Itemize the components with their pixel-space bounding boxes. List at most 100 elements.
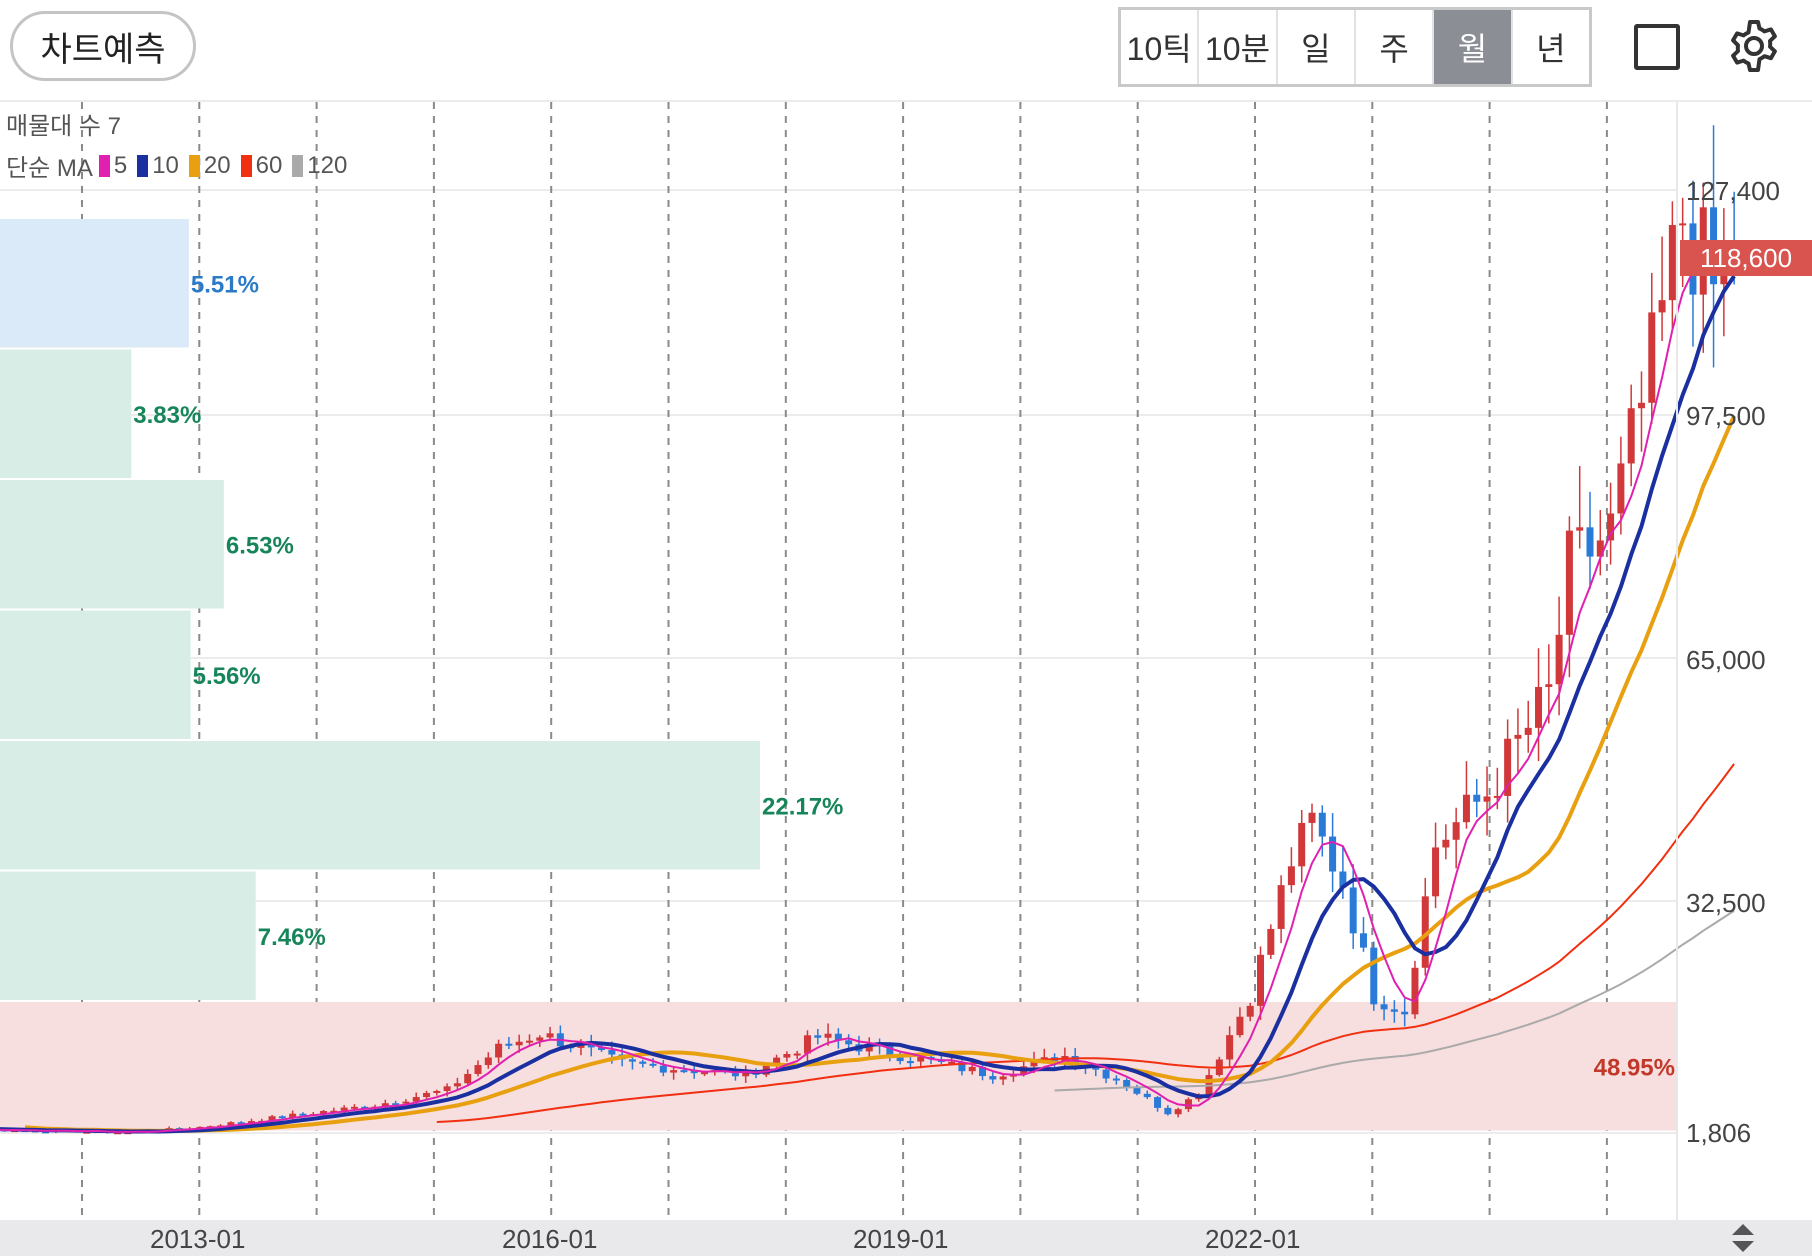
candle-body bbox=[1617, 463, 1625, 514]
ma20-swatch bbox=[188, 154, 200, 177]
candle-body bbox=[443, 1086, 451, 1092]
candle-body bbox=[1535, 686, 1543, 728]
candle-body bbox=[1380, 1004, 1388, 1010]
candle-body bbox=[1154, 1097, 1162, 1108]
volume-profile-band bbox=[0, 871, 256, 1000]
candle-body bbox=[237, 1122, 245, 1125]
volume-profile-label: 5.56% bbox=[193, 663, 261, 690]
y-tick-label: 32,500 bbox=[1686, 888, 1766, 918]
square-icon[interactable] bbox=[1634, 24, 1680, 70]
volume-profile-band bbox=[0, 349, 132, 478]
candle-body bbox=[659, 1065, 667, 1073]
volume-profile-label: 22.17% bbox=[762, 793, 843, 820]
candle-body bbox=[896, 1055, 904, 1062]
candle-body bbox=[392, 1103, 400, 1106]
candle-body bbox=[1596, 540, 1604, 557]
candle-body bbox=[1257, 954, 1265, 1006]
header-divider bbox=[0, 100, 1812, 102]
candle-body bbox=[608, 1050, 616, 1055]
candle-body bbox=[1679, 223, 1687, 226]
tab-month[interactable]: 월 bbox=[1434, 10, 1513, 84]
candle-body bbox=[906, 1061, 914, 1064]
candle-body bbox=[1339, 871, 1347, 888]
candle-body bbox=[1504, 738, 1512, 796]
candle-body bbox=[1473, 794, 1481, 802]
candle-body bbox=[793, 1053, 801, 1056]
gear-icon[interactable] bbox=[1726, 18, 1782, 74]
candle-body bbox=[989, 1076, 997, 1080]
candle-body bbox=[464, 1073, 472, 1084]
candle-body bbox=[1637, 402, 1645, 409]
candle-body bbox=[999, 1076, 1007, 1080]
y-tick-label: 1,806 bbox=[1686, 1118, 1752, 1148]
ma20-line bbox=[24, 415, 1736, 1133]
candle-body bbox=[701, 1072, 709, 1075]
interval-tabs: 10틱 10분 일 주 월 년 bbox=[1118, 7, 1592, 87]
current-price-tag: 118,600 bbox=[1680, 240, 1812, 276]
candle-body bbox=[824, 1033, 832, 1038]
candle-body bbox=[968, 1066, 976, 1072]
tab-day[interactable]: 일 bbox=[1278, 10, 1356, 84]
ma5-line bbox=[0, 245, 1735, 1133]
ma20-label: 20 bbox=[203, 151, 231, 179]
candle-body bbox=[1607, 513, 1615, 541]
candle-body bbox=[1627, 408, 1635, 464]
candle-body bbox=[1236, 1016, 1244, 1036]
volume-profile-band bbox=[0, 741, 760, 870]
volume-profile-label: 48.95% bbox=[1594, 1054, 1675, 1081]
candle-body bbox=[412, 1097, 420, 1102]
y-tick-label: 127,400 bbox=[1686, 176, 1780, 206]
candle-body bbox=[680, 1070, 688, 1073]
candle-body bbox=[865, 1044, 873, 1052]
volume-profile-band bbox=[0, 1002, 1676, 1131]
candle-body bbox=[773, 1057, 781, 1066]
ma60-swatch bbox=[240, 154, 252, 177]
candle-body bbox=[1586, 527, 1594, 557]
scroll-arrows-icon[interactable] bbox=[1730, 1222, 1756, 1254]
candle-body bbox=[1452, 822, 1460, 840]
ma10-label: 10 bbox=[152, 151, 179, 179]
x-tick-label: 2013-01 bbox=[150, 1224, 246, 1254]
candle-body bbox=[1668, 225, 1676, 301]
chart-forecast-button[interactable]: 차트예측 bbox=[10, 11, 196, 81]
candle-body bbox=[783, 1054, 791, 1058]
candle-body bbox=[505, 1043, 513, 1046]
tab-10-tick[interactable]: 10틱 bbox=[1121, 10, 1200, 84]
candle-body bbox=[278, 1116, 286, 1119]
x-tick-label: 2016-01 bbox=[502, 1224, 598, 1254]
candle-body bbox=[1483, 796, 1491, 802]
candle-body bbox=[1432, 847, 1440, 897]
volume-profile-label: 5.51% bbox=[191, 271, 259, 298]
candle-body bbox=[1133, 1087, 1141, 1094]
candle-body bbox=[639, 1061, 647, 1064]
candle-body bbox=[628, 1059, 636, 1062]
x-axis-bar[interactable] bbox=[0, 1220, 1812, 1256]
ma-legend: 단순 MA 5 10 20 60 120 bbox=[6, 148, 351, 183]
tab-10-minute[interactable]: 10분 bbox=[1199, 10, 1278, 84]
tab-week[interactable]: 주 bbox=[1356, 10, 1435, 84]
candle-body bbox=[690, 1070, 698, 1074]
candle-body bbox=[1524, 727, 1532, 735]
candle-body bbox=[433, 1091, 441, 1094]
candle-body bbox=[1462, 794, 1470, 823]
volume-profile-band bbox=[0, 480, 224, 609]
candle-body bbox=[1092, 1067, 1100, 1070]
x-tick-label: 2019-01 bbox=[853, 1224, 949, 1254]
ma60-label: 60 bbox=[255, 151, 283, 179]
candle-body bbox=[381, 1103, 389, 1107]
candle-body bbox=[247, 1121, 255, 1124]
candle-body bbox=[1102, 1069, 1110, 1079]
candle-body bbox=[330, 1110, 338, 1113]
volume-profile-legend: 매물대 수 7 bbox=[6, 113, 122, 140]
candle-body bbox=[958, 1061, 966, 1072]
candle-body bbox=[1318, 812, 1326, 837]
candle-body bbox=[1308, 812, 1316, 823]
candle-body bbox=[1565, 530, 1573, 635]
volume-profile-band bbox=[0, 610, 191, 739]
candle-body bbox=[886, 1045, 894, 1056]
tab-year[interactable]: 년 bbox=[1536, 31, 1566, 67]
candle-body bbox=[1246, 1005, 1254, 1017]
candle-body bbox=[917, 1056, 925, 1062]
candle-body bbox=[587, 1044, 595, 1048]
